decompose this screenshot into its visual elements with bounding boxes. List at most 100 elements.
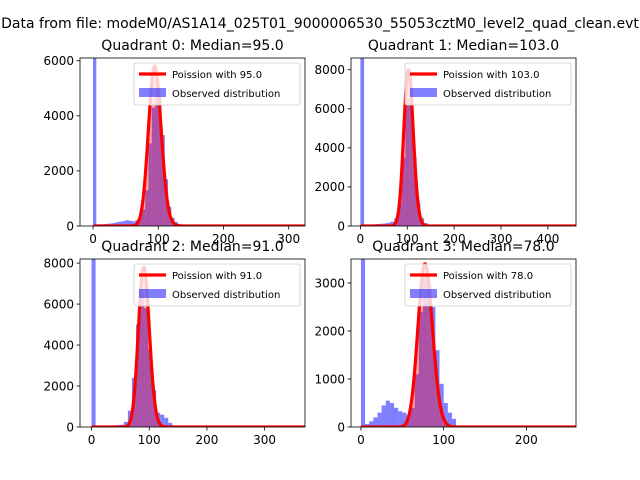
observed-bar [414,374,419,427]
x-tick-label: 300 [490,232,513,246]
legend-label-observed: Observed distribution [443,290,551,301]
observed-bar [443,403,448,427]
observed-bar [394,407,399,427]
observed-bar [93,58,97,226]
y-tick-label: 1000 [314,372,345,386]
legend-swatch-observed [410,88,437,97]
quadrant-panel-2: 0 100 200 300 0 2000 4000 6000 8000 Quadrant 2: M… [43,239,306,447]
x-tick-label: 400 [536,232,559,246]
observed-bar [390,221,395,226]
legend-label-observed: Observed distribution [443,89,551,100]
observed-bar [401,157,406,226]
x-tick-label: 100 [147,232,170,246]
observed-bar [168,422,173,427]
observed-bar [412,157,417,226]
observed-bar [164,417,169,427]
panel-title: Quadrant 2: Median=91.0 [101,239,283,255]
observed-bar [155,88,159,226]
legend: Poission with 103.0 Observed distribution [404,62,572,106]
y-tick-label: 0 [337,219,345,233]
legend-label-poisson: Poission with 103.0 [443,70,539,81]
legend-label-observed: Observed distribution [172,89,280,100]
observed-bar [409,104,413,226]
observed-bar [373,417,378,427]
legend-box [133,62,301,106]
legend-swatch-observed [139,88,166,97]
x-tick-label: 100 [432,433,455,447]
legend-label-poisson: Poission with 91.0 [172,271,262,282]
poisson-fill-area [91,267,305,427]
observed-bar [119,221,123,226]
x-tick-label: 200 [212,232,235,246]
figure-suptitle: Data from file: modeM0/AS1A14_025T01_900… [1,16,639,32]
observed-bar [132,221,136,226]
y-tick-label: 6000 [43,54,74,68]
observed-bar [360,58,365,226]
observed-bar [377,412,382,427]
observed-bar [402,412,407,427]
observed-bar [140,293,145,427]
y-tick-label: 8000 [314,63,345,77]
y-tick-label: 2000 [43,164,74,178]
observed-bar [418,311,423,427]
y-tick-label: 2000 [314,180,345,194]
y-tick-label: 0 [66,219,74,233]
axes-frame [350,258,577,428]
y-tick-label: 4000 [43,109,74,123]
panel-title: Quadrant 1: Median=103.0 [368,38,559,54]
x-tick-label: 0 [357,433,365,447]
legend: Poission with 91.0 Observed distribution [133,263,301,307]
observed-bar [91,259,96,427]
y-tick-label: 6000 [314,102,345,116]
poisson-curve [359,68,576,226]
observed-bar [161,135,165,226]
legend: Poission with 95.0 Observed distribution [133,62,301,106]
observed-bar [431,307,436,427]
legend-label-poisson: Poission with 95.0 [172,70,262,81]
panel-title: Quadrant 0: Median=95.0 [101,38,283,54]
y-tick-label: 0 [337,420,345,434]
axes-frame [79,57,306,227]
x-tick-label: 200 [515,433,538,447]
y-tick-label: 0 [66,420,74,434]
observed-bar [135,324,140,427]
y-tick-label: 4000 [43,338,74,352]
observed-bar [369,421,374,427]
x-tick-label: 100 [138,433,161,447]
observed-bar [427,283,432,427]
observed-bar [385,400,390,427]
quadrant-panel-0: 0 100 200 300 0 2000 4000 6000 Quadrant 0: Media… [43,38,306,246]
poisson-fill-area [360,69,576,226]
legend-box [404,263,572,307]
observed-bar [160,414,165,427]
legend-swatch-observed [410,289,437,298]
legend-label-poisson: Poission with 78.0 [443,271,533,282]
legend-swatch-observed [139,289,166,298]
poisson-curve [90,265,305,427]
panel-title: Quadrant 3: Median=78.0 [372,239,554,255]
observed-bar [151,107,155,226]
x-tick-label: 300 [253,433,276,447]
legend-box [133,263,301,307]
plot-area [90,259,305,427]
observed-bar [145,190,149,226]
observed-bar [141,209,146,226]
observed-bar [123,421,128,427]
plot-area [359,58,576,226]
observed-bar [125,220,129,226]
x-tick-label: 0 [89,232,97,246]
poisson-fill-area [93,66,305,226]
legend: Poission with 78.0 Observed distribution [404,263,572,307]
x-tick-label: 200 [195,433,218,447]
observed-bar [447,412,452,427]
x-tick-label: 300 [277,232,300,246]
x-tick-label: 100 [396,232,419,246]
axes-frame [79,258,306,428]
axes-frame [350,57,577,227]
legend-box [404,62,572,106]
y-tick-label: 3000 [314,276,345,290]
y-tick-label: 4000 [314,141,345,155]
